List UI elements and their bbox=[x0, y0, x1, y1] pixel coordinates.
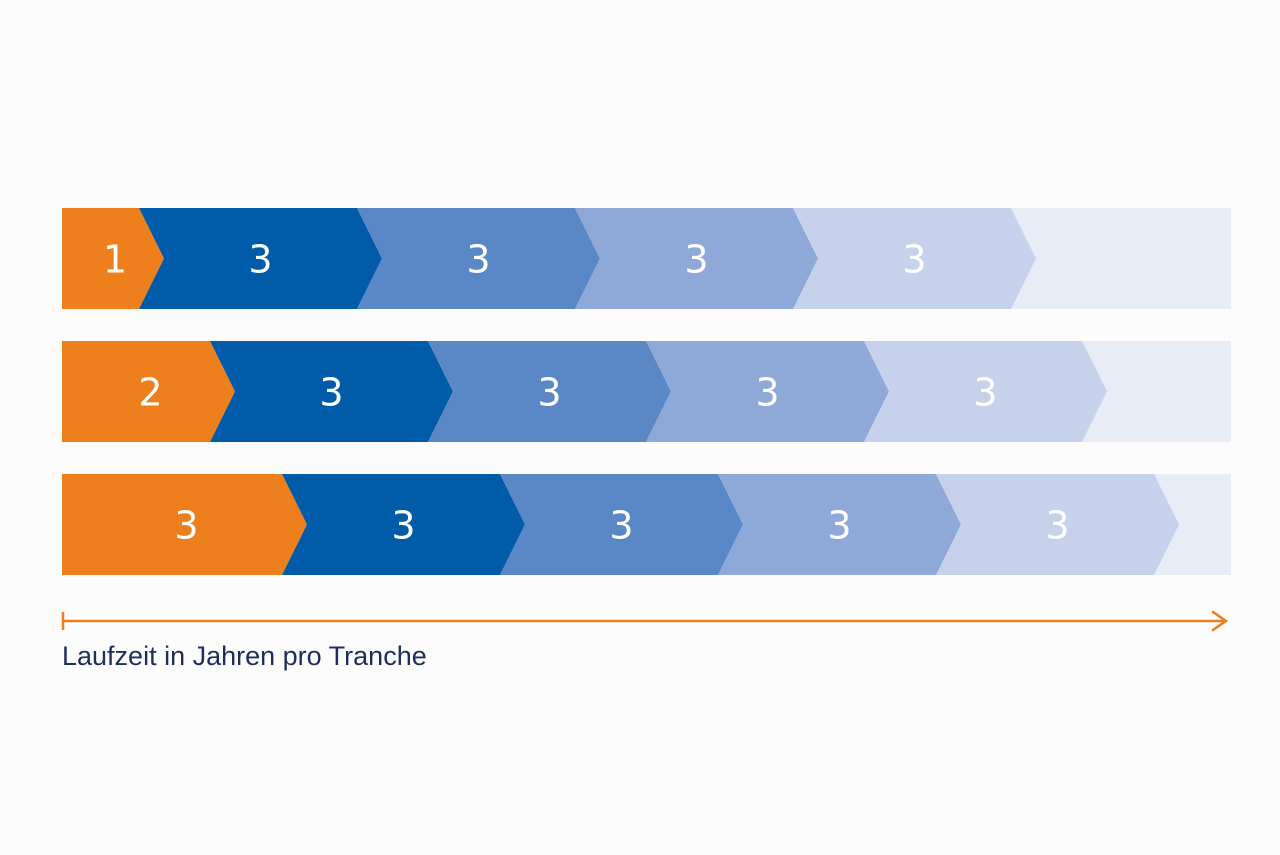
tranche-row-2: 2 3 3 3 3 bbox=[62, 341, 1231, 442]
tranche-segment-chevron bbox=[62, 208, 164, 309]
tranche-segment-label: 3 bbox=[609, 504, 633, 548]
tranche-segment-label: 3 bbox=[248, 238, 272, 282]
tranche-segment-chevron bbox=[139, 208, 382, 309]
tranche-segment-label: 3 bbox=[537, 371, 561, 415]
tranche-segment-label: 3 bbox=[391, 504, 415, 548]
tranche-segment-label: 3 bbox=[684, 238, 708, 282]
tranche-segment-label: 3 bbox=[319, 371, 343, 415]
tranche-segment-label: 1 bbox=[103, 238, 127, 282]
tranche-segment-chevron bbox=[428, 341, 671, 442]
tranche-segment-label: 3 bbox=[973, 371, 997, 415]
tranche-segment-label: 3 bbox=[1045, 504, 1069, 548]
axis-caption: Laufzeit in Jahren pro Tranche bbox=[62, 641, 427, 671]
tranche-segment-chevron bbox=[62, 341, 235, 442]
tranche-segment-chevron bbox=[936, 474, 1179, 575]
tranche-segment-label: 3 bbox=[174, 504, 198, 548]
tranche-segment-chevron bbox=[575, 208, 818, 309]
tranche-segment-chevron bbox=[864, 341, 1107, 442]
tranche-segment-chevron bbox=[357, 208, 600, 309]
arrow-right-icon bbox=[61, 610, 1229, 632]
tranche-segment-chevron bbox=[646, 341, 889, 442]
tranche-segment-chevron bbox=[793, 208, 1036, 309]
tranche-row-3: 3 3 3 3 3 bbox=[62, 474, 1231, 575]
tranche-segment-label: 3 bbox=[827, 504, 851, 548]
tranche-segment-chevron bbox=[718, 474, 961, 575]
tranche-segment-label: 2 bbox=[138, 371, 162, 415]
tranche-segment-label: 3 bbox=[466, 238, 490, 282]
tranche-segment-chevron bbox=[500, 474, 743, 575]
tranche-segment-label: 3 bbox=[902, 238, 926, 282]
tranche-segment-chevron bbox=[210, 341, 453, 442]
tranche-segment-label: 3 bbox=[755, 371, 779, 415]
tranche-row-1: 1 3 3 3 3 bbox=[62, 208, 1231, 309]
tranche-segment-chevron bbox=[282, 474, 525, 575]
tranche-segment-chevron bbox=[62, 474, 307, 575]
